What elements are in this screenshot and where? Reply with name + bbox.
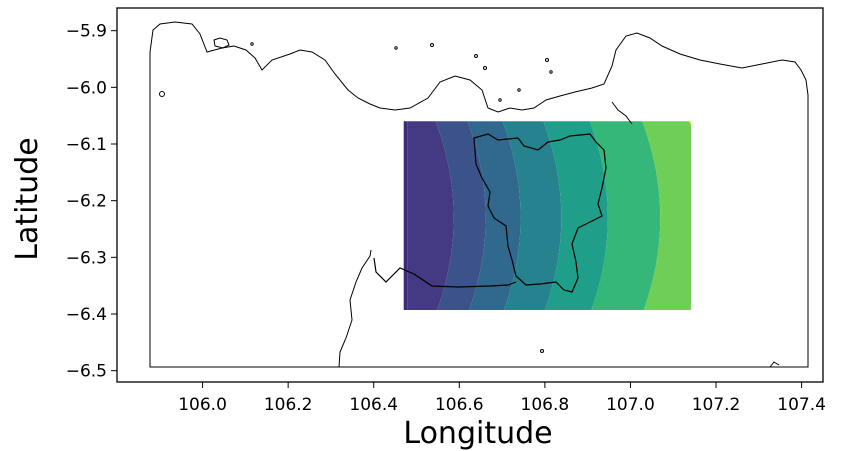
x-tick-label: 107.4 (777, 395, 826, 415)
contour-band (589, 121, 661, 310)
coastline-detail (338, 249, 372, 368)
x-tick-label: 106.4 (349, 395, 398, 415)
y-axis-ticks: −5.9 −6.0 −6.1 −6.2 −6.3 −6.4 −6.5 (66, 22, 117, 382)
contour-band (502, 121, 562, 310)
coastline-detail (611, 101, 780, 368)
province-boundary (473, 133, 607, 293)
axes-frame (116, 7, 824, 383)
x-tick-label: 107.0 (606, 395, 655, 415)
y-tick-label: −6.4 (66, 305, 107, 325)
y-tick-label: −6.5 (66, 362, 107, 382)
contour-band (403, 121, 408, 310)
x-tick-label: 106.2 (264, 395, 313, 415)
y-axis-label: Latitude (10, 137, 45, 260)
contour-band (690, 121, 691, 310)
province-boundary-detail (373, 257, 517, 288)
x-tick-label: 106.6 (435, 395, 484, 415)
coastline (149, 21, 809, 368)
y-tick-label: −6.3 (66, 248, 107, 268)
contour-band (543, 121, 608, 310)
contour-band (701, 121, 771, 314)
contour-field (403, 121, 771, 314)
y-tick-label: −5.9 (66, 22, 107, 42)
x-axis-label: Longitude (403, 416, 552, 451)
x-tick-label: 106.8 (521, 395, 570, 415)
contour-band (407, 121, 454, 310)
x-tick-label: 107.2 (692, 395, 741, 415)
y-tick-label: −6.1 (66, 135, 107, 155)
contour-band (688, 121, 691, 125)
contour-band (642, 121, 691, 310)
contour-band (435, 121, 486, 310)
contour-band (467, 121, 521, 310)
y-tick-label: −6.2 (66, 192, 107, 212)
x-tick-label: 106.0 (178, 395, 227, 415)
y-tick-label: −6.0 (66, 78, 107, 98)
x-axis-ticks: 106.0 106.2 106.4 106.6 106.8 107.0 107.2 107.4 (178, 382, 826, 415)
islands (159, 37, 553, 353)
